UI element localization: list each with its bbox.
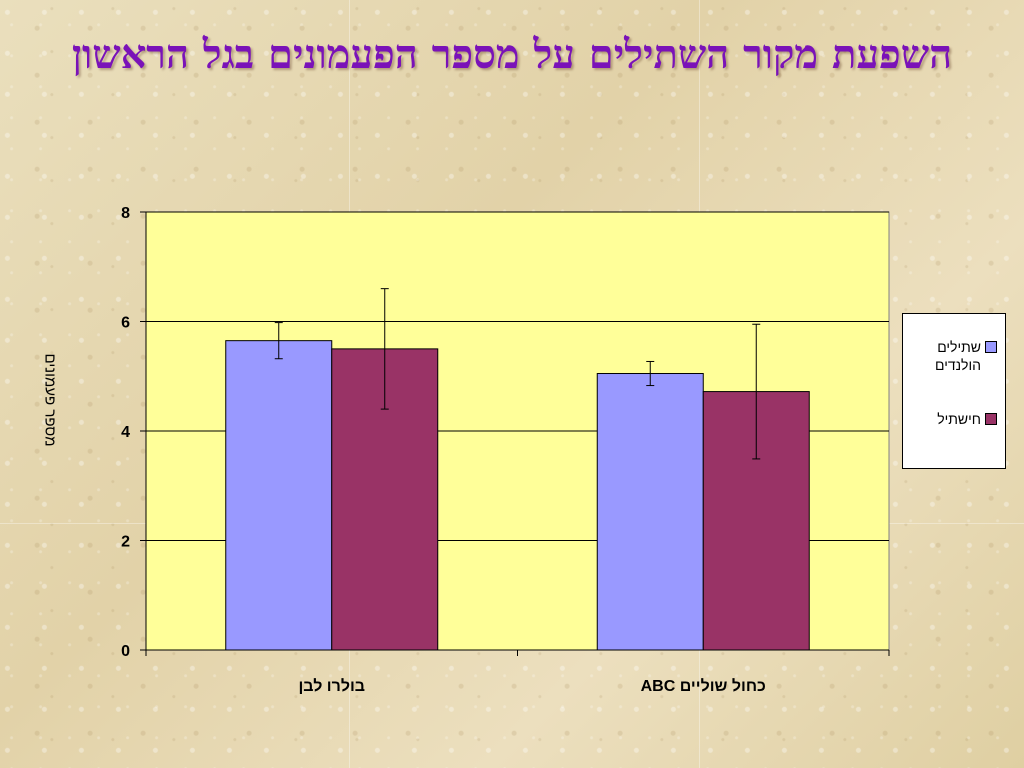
bar: [596, 373, 704, 651]
y-tick-label: 4: [121, 424, 130, 441]
legend-label: חישתיל: [937, 411, 981, 427]
chart-title: השפעת מקור השתילים על מספר הפעמונים בגל …: [71, 31, 953, 78]
y-tick-label: 2: [121, 534, 130, 551]
legend: שתילים הולנדים חישתיל: [902, 313, 1006, 469]
legend-swatch: [985, 341, 997, 353]
bar: [225, 340, 333, 651]
y-tick-label: 0: [121, 643, 130, 660]
legend-item: חישתיל: [905, 410, 997, 428]
x-tick-label: בולרו לבן: [298, 677, 365, 695]
y-tick-label: 6: [121, 315, 130, 332]
legend-swatch: [985, 413, 997, 425]
legend-label: שתילים הולנדים: [935, 339, 981, 373]
x-tick-label: כחול שוליים ABC: [641, 677, 766, 695]
y-tick-label: 8: [121, 205, 130, 222]
legend-item: שתילים הולנדים: [905, 338, 997, 374]
y-axis-label-text: מספר פעמונים: [41, 353, 59, 447]
